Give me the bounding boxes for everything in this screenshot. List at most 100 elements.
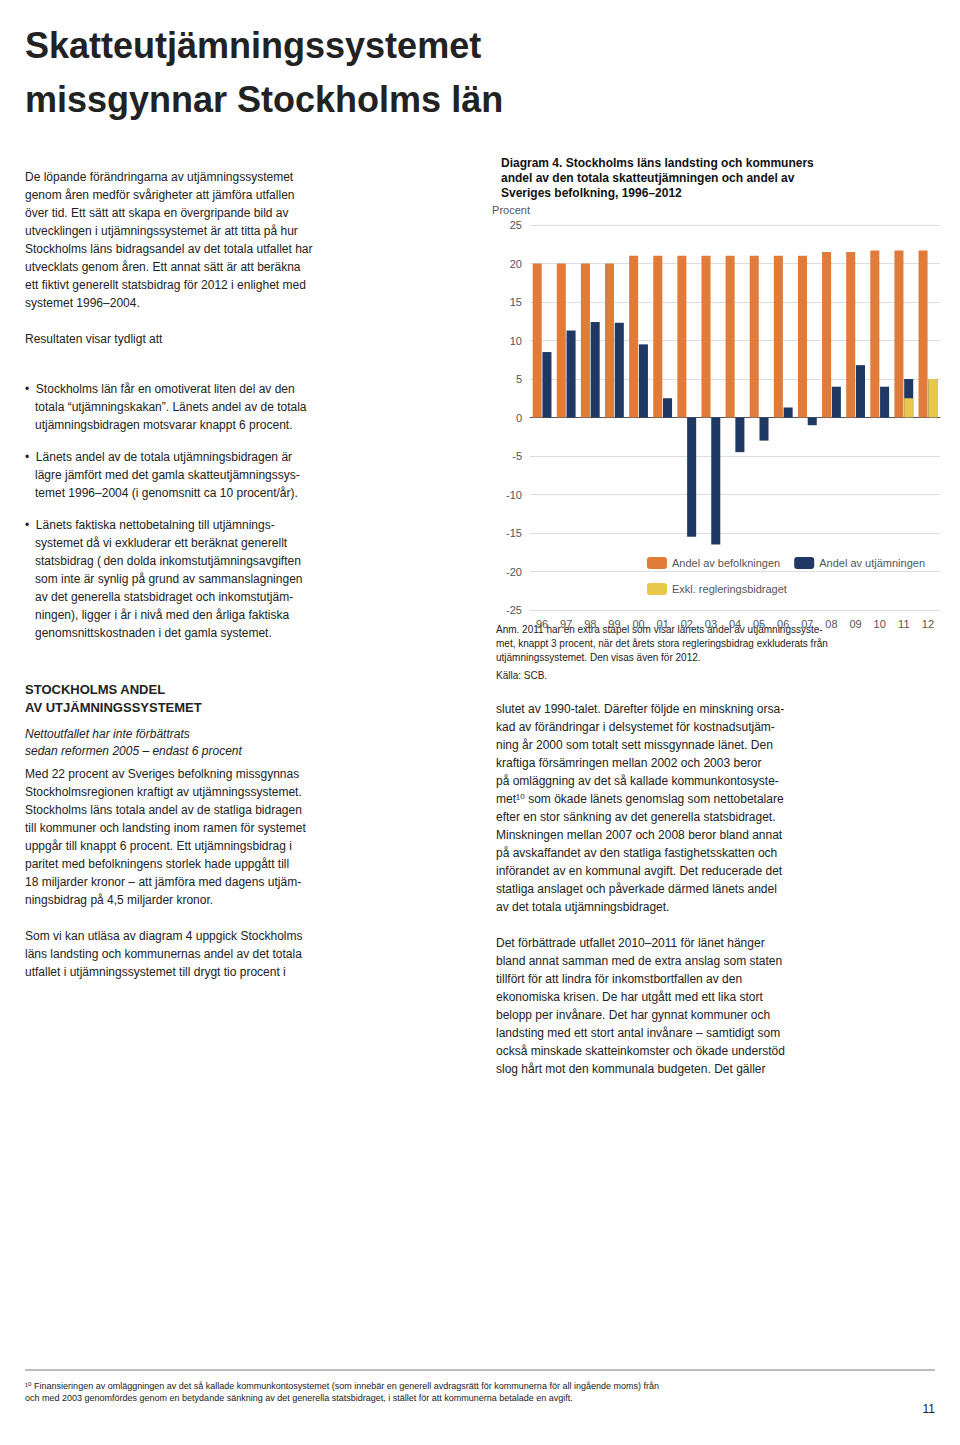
svg-text:Andel av befolkningen: Andel av befolkningen <box>672 557 780 569</box>
svg-text:11: 11 <box>898 618 909 630</box>
svg-text:98: 98 <box>584 618 596 630</box>
svg-text:Det förbättrade utfallet 2010–: Det förbättrade utfallet 2010–2011 för l… <box>496 936 765 950</box>
svg-text:20: 20 <box>510 258 522 270</box>
svg-text:som inte är synlig på grund av: som inte är synlig på grund av sammansla… <box>25 572 302 586</box>
svg-text:97: 97 <box>560 618 572 630</box>
svg-text:10: 10 <box>510 335 522 347</box>
svg-text:efter en stor sänkning av det: efter en stor sänkning av det generella … <box>496 810 776 824</box>
svg-text:också minskade skatteinkomster: också minskade skatteinkomster och ökade… <box>496 1044 785 1058</box>
svg-text:-25: -25 <box>506 604 522 616</box>
svg-text:Som vi kan utläsa av diagram 4: Som vi kan utläsa av diagram 4 uppgick S… <box>25 929 302 943</box>
svg-text:STOCKHOLMS ANDEL: STOCKHOLMS ANDEL <box>25 682 165 697</box>
svg-text:-5: -5 <box>512 450 522 462</box>
svg-text:och med 2003 genomfördes genom: och med 2003 genomfördes genom en betyda… <box>25 1393 573 1403</box>
svg-text:Minskningen mellan 2007 och 20: Minskningen mellan 2007 och 2008 beror b… <box>496 828 783 842</box>
svg-text:met, knappt 3 procent, när det: met, knappt 3 procent, när det årets sto… <box>496 638 828 649</box>
svg-text:05: 05 <box>753 618 765 630</box>
svg-text:ekonomiska krisen. De har utgå: ekonomiska krisen. De har utgått med ett… <box>496 990 763 1004</box>
svg-text:missgynnar Stockholms län: missgynnar Stockholms län <box>25 79 503 120</box>
svg-text:systemet då vi exkluderar ett: systemet då vi exkluderar ett beräknat g… <box>25 536 288 550</box>
svg-text:06: 06 <box>777 618 789 630</box>
svg-text:De löpande förändringarna av u: De löpande förändringarna av utjämningss… <box>25 170 294 184</box>
svg-text:utvecklats genom åren. Ett ann: utvecklats genom åren. Ett annat sätt är… <box>25 260 301 274</box>
svg-text:utjämningsbidragen motsvarar k: utjämningsbidragen motsvarar knappt 6 pr… <box>25 418 292 432</box>
svg-text:ett fiktivt generellt statsbid: ett fiktivt generellt statsbidrag för 20… <box>25 278 306 292</box>
svg-text:lägre jämfört med det gamla sk: lägre jämfört med det gamla skatteutjämn… <box>25 468 300 482</box>
svg-text:totala “utjämningskakan”. Läne: totala “utjämningskakan”. Länets andel a… <box>25 400 307 414</box>
svg-text:Diagram 4. Stockholms läns lan: Diagram 4. Stockholms läns landsting och… <box>501 156 814 170</box>
svg-text:09: 09 <box>849 618 861 630</box>
svg-text:andel av den totala skatteutjä: andel av den totala skatteutjämningen oc… <box>501 171 795 185</box>
svg-text:Stockholms läns totala andel a: Stockholms läns totala andel av de statl… <box>25 803 302 817</box>
svg-text:paritet med befolkningens stor: paritet med befolkningens storlek hade u… <box>25 857 289 871</box>
svg-text:utfallet i utjämningssystemet: utfallet i utjämningssystemet till drygt… <box>25 965 286 979</box>
svg-text:5: 5 <box>516 373 522 385</box>
svg-text:96: 96 <box>536 618 548 630</box>
svg-text:Procent: Procent <box>492 204 530 216</box>
svg-text:ning år 2000 som totalt sett m: ning år 2000 som totalt sett missgynnade… <box>496 738 773 752</box>
svg-text:15: 15 <box>510 296 522 308</box>
svg-text:• Stockholms län får en omoti: • Stockholms län får en omotiverat liten… <box>25 382 295 396</box>
svg-text:av det totala utjämningsbidrag: av det totala utjämningsbidraget. <box>496 900 669 914</box>
svg-text:Exkl. regleringsbidraget: Exkl. regleringsbidraget <box>672 583 787 595</box>
svg-text:¹⁰ Finansieringen av omläggnin: ¹⁰ Finansieringen av omläggningen av det… <box>25 1381 659 1391</box>
svg-text:10: 10 <box>874 618 886 630</box>
svg-text:11: 11 <box>923 1402 936 1416</box>
svg-text:slutet av 1990-talet. Därefter: slutet av 1990-talet. Därefter följde en… <box>496 702 784 716</box>
svg-text:kad av förändringar i delsyste: kad av förändringar i delsystemet för ko… <box>496 720 775 734</box>
svg-text:met¹⁰ som ökade länets genomsl: met¹⁰ som ökade länets genomslag som net… <box>496 792 784 806</box>
svg-text:-20: -20 <box>506 566 522 578</box>
svg-text:utjämningssystemet. Den visas: utjämningssystemet. Den visas även för 2… <box>496 652 701 663</box>
svg-text:slog hårt mot den kommunala bu: slog hårt mot den kommunala budgeten. De… <box>496 1062 766 1076</box>
svg-text:statsbidrag ( den dolda inkoms: statsbidrag ( den dolda inkomstutjämning… <box>25 554 301 568</box>
svg-text:sedan reformen 2005 – endast 6: sedan reformen 2005 – endast 6 procent <box>25 744 242 758</box>
svg-text:Stockholms läns bidragsandel a: Stockholms läns bidragsandel av det tota… <box>25 242 313 256</box>
svg-text:läns landsting och kommunernas: läns landsting och kommunernas andel av … <box>25 947 302 961</box>
svg-text:införandet av en kommunal avgi: införandet av en kommunal avgift. Det re… <box>496 864 783 878</box>
svg-text:00: 00 <box>632 618 644 630</box>
svg-text:07: 07 <box>801 618 813 630</box>
svg-text:-10: -10 <box>506 489 522 501</box>
svg-text:genom åren medför svårigheter: genom åren medför svårigheter att jämför… <box>25 188 294 202</box>
svg-text:på omläggning av det så kallad: på omläggning av det så kallade kommunko… <box>496 774 779 788</box>
svg-text:• Länets faktiska nettobetaln: • Länets faktiska nettobetalning till ut… <box>25 518 275 532</box>
svg-text:ningsbidrag på 4,5 miljarder k: ningsbidrag på 4,5 miljarder kronor. <box>25 893 213 907</box>
svg-text:Sveriges befolkning, 1996–2012: Sveriges befolkning, 1996–2012 <box>501 186 682 200</box>
svg-text:25: 25 <box>510 219 522 231</box>
svg-text:kraftiga försämringen mellan 2: kraftiga försämringen mellan 2002 och 20… <box>496 756 762 770</box>
svg-text:Med 22 procent av Sveriges bef: Med 22 procent av Sveriges befolkning mi… <box>25 767 299 781</box>
svg-text:04: 04 <box>729 618 741 630</box>
svg-text:ningen), ligger i år i nivå me: ningen), ligger i år i nivå med den årli… <box>25 608 289 622</box>
svg-text:99: 99 <box>608 618 620 630</box>
svg-text:utvecklingen i utjämningssyste: utvecklingen i utjämningssystemet är att… <box>25 224 298 238</box>
svg-text:08: 08 <box>825 618 837 630</box>
svg-text:bland annat samman med de extr: bland annat samman med de extra anslag s… <box>496 954 782 968</box>
svg-text:Skatteutjämningssystemet: Skatteutjämningssystemet <box>25 25 481 66</box>
svg-text:över tid. Ett sätt att skapa e: över tid. Ett sätt att skapa en övergrip… <box>25 206 288 220</box>
svg-text:på avskaffandet av den statlig: på avskaffandet av den statliga fastighe… <box>496 846 777 860</box>
svg-text:statliga anslaget och påverkad: statliga anslaget och påverkade därmed l… <box>496 882 777 896</box>
svg-text:03: 03 <box>705 618 717 630</box>
svg-text:-15: -15 <box>506 527 522 539</box>
svg-text:till kommuner och landsting in: till kommuner och landsting inom ramen f… <box>25 821 306 835</box>
svg-text:• Länets andel av de totala u: • Länets andel av de totala utjämningsbi… <box>25 450 292 464</box>
svg-text:02: 02 <box>681 618 693 630</box>
svg-text:genomsnittskostnaden i det gam: genomsnittskostnaden i det gamla systeme… <box>25 626 272 640</box>
svg-text:belopp per invånare. Det har g: belopp per invånare. Det har gynnat komm… <box>496 1008 770 1022</box>
svg-text:uppgår till knappt 6 procent.: uppgår till knappt 6 procent. Ett utjämn… <box>25 839 292 853</box>
svg-text:0: 0 <box>516 412 522 424</box>
svg-text:systemet 1996–2004.: systemet 1996–2004. <box>25 296 140 310</box>
svg-text:landsting med ett stort antal: landsting med ett stort antal invånare –… <box>496 1026 780 1040</box>
svg-text:av det generella statsbidraget: av det generella statsbidraget och inkom… <box>25 590 293 604</box>
svg-text:temet 1996–2004 (i genomsnitt: temet 1996–2004 (i genomsnitt ca 10 proc… <box>25 486 298 500</box>
svg-text:Andel av utjämningen: Andel av utjämningen <box>819 557 925 569</box>
svg-text:Stockholmsregionen kraftigt av: Stockholmsregionen kraftigt av utjämning… <box>25 785 302 799</box>
svg-text:Resultaten visar tydligt att: Resultaten visar tydligt att <box>25 332 163 346</box>
svg-text:01: 01 <box>657 618 669 630</box>
svg-text:18 miljarder kronor – att jämf: 18 miljarder kronor – att jämföra med da… <box>25 875 301 889</box>
svg-text:Nettoutfallet har inte förbätt: Nettoutfallet har inte förbättrats <box>25 727 190 741</box>
svg-text:12: 12 <box>922 618 934 630</box>
svg-text:Källa: SCB.: Källa: SCB. <box>496 670 547 681</box>
svg-text:tillfört för att lindra för in: tillfört för att lindra för inkomstbortf… <box>496 972 742 986</box>
svg-text:AV UTJÄMNINGSSYSTEMET: AV UTJÄMNINGSSYSTEMET <box>25 700 202 715</box>
